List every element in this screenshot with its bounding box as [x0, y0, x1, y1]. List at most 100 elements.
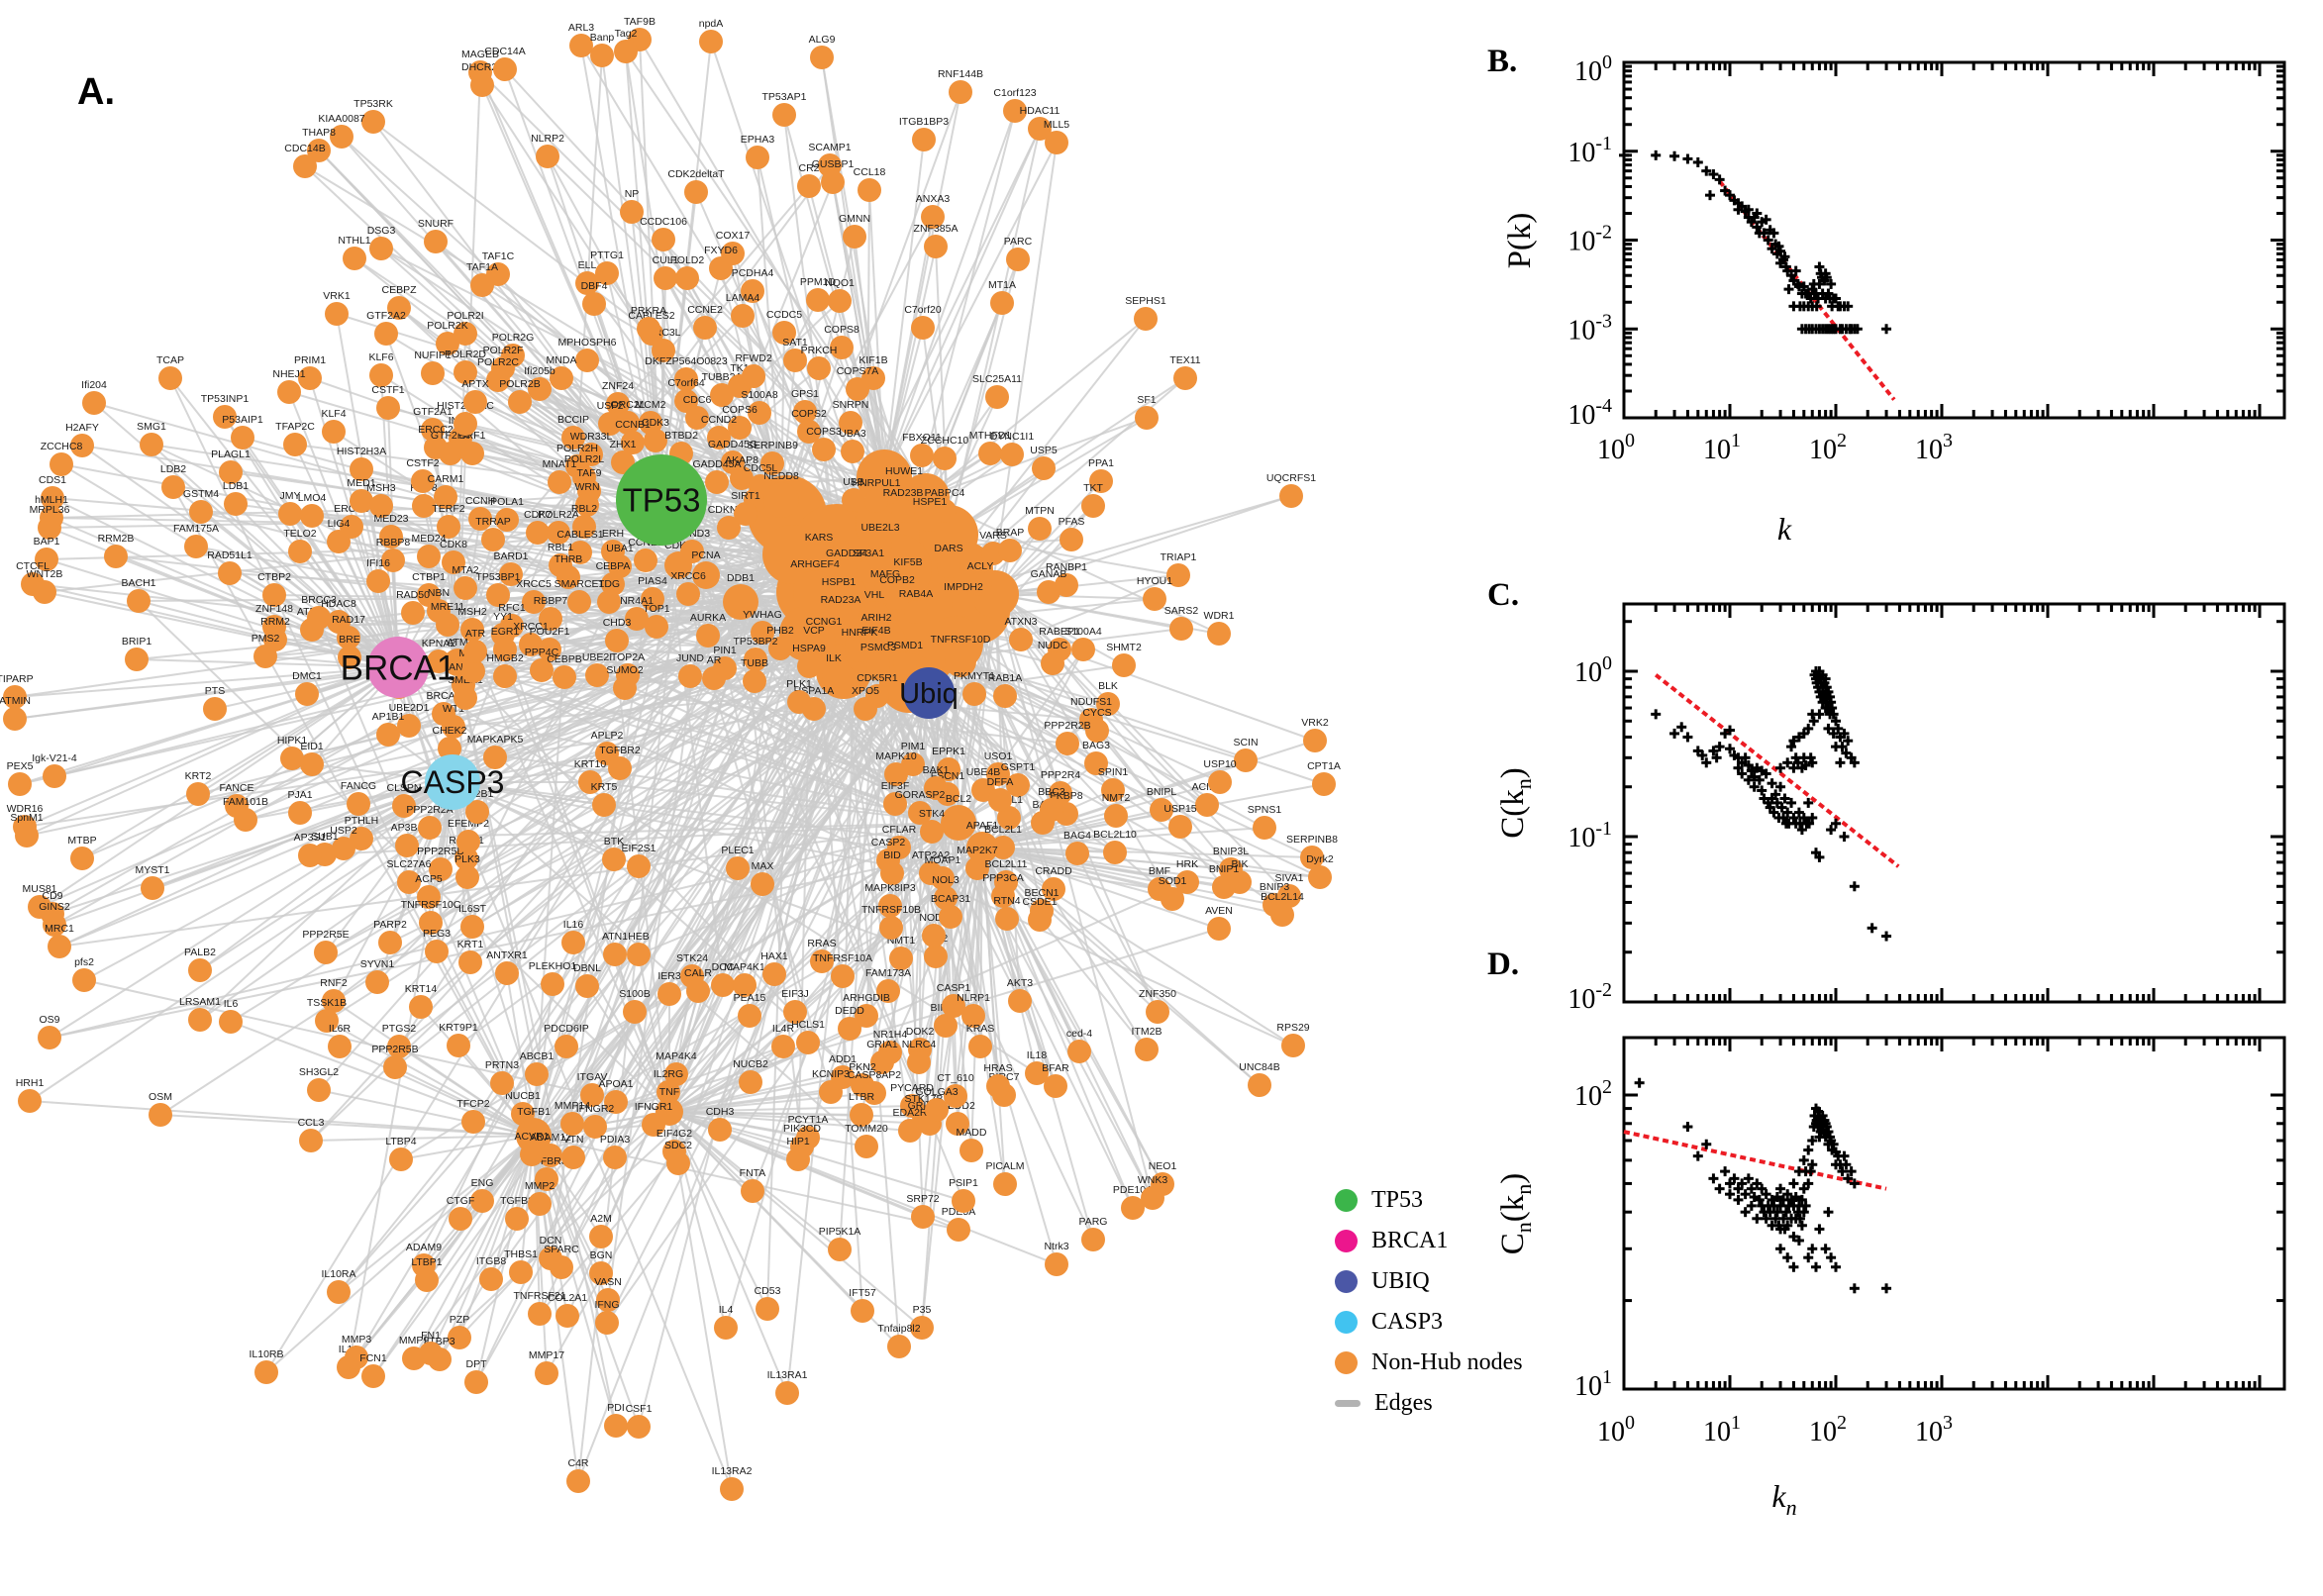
- network-node-label: pfs2: [74, 956, 94, 968]
- network-node: [1006, 248, 1030, 271]
- network-node-label: MRPL36: [30, 504, 70, 516]
- network-node-label: UBB: [843, 476, 864, 488]
- network-node: [827, 588, 851, 612]
- network-node: [1003, 99, 1027, 123]
- legend-item-label: BRCA1: [1371, 1228, 1449, 1253]
- network-node: [188, 1008, 212, 1032]
- data-points: [1619, 150, 1892, 335]
- network-node: [592, 793, 616, 817]
- network-node: [295, 682, 319, 706]
- network-node-label: TP53RK: [354, 98, 393, 110]
- network-node: [892, 477, 916, 501]
- network-node: [536, 145, 559, 168]
- network-node: [843, 225, 866, 249]
- network-node: [82, 391, 106, 415]
- network-node-label: NMT2: [1102, 792, 1131, 804]
- network-node-label: GINS2: [39, 901, 70, 913]
- hub-nodes: TP53 BRCA1 Ubiq CASP3: [341, 454, 959, 810]
- network-node-label: DMC1: [292, 670, 322, 682]
- network-node-label: HIST2H3A: [337, 446, 386, 457]
- network-node: [858, 601, 890, 633]
- network-node-label: CABLES1: [556, 529, 603, 541]
- network-node: [1045, 1252, 1068, 1276]
- network-node-label: CFLAR: [882, 824, 917, 836]
- network-node: [1085, 719, 1109, 743]
- network-node: [528, 1302, 552, 1326]
- network-node-label: CDK7: [524, 509, 552, 521]
- network-node: [627, 1415, 651, 1439]
- network-node: [434, 485, 457, 509]
- network-node-label: PDI: [607, 1402, 625, 1414]
- axis-tick-label: 10-2: [1567, 222, 1612, 257]
- network-node: [1166, 563, 1190, 587]
- network-node-label: ENG: [471, 1177, 494, 1189]
- network-node-label: MADD: [957, 1127, 987, 1139]
- hub-node-ubiq: [903, 667, 955, 719]
- network-node-label: CCDC5: [766, 309, 802, 321]
- network-node-label: BNIPL: [1147, 786, 1177, 798]
- network-node-label: CRADD: [1035, 865, 1072, 877]
- network-node-label: PTTG1: [590, 249, 624, 261]
- network-node: [1084, 751, 1108, 775]
- hub-node-tp53: [616, 454, 707, 546]
- network-node: [1044, 1074, 1067, 1098]
- network-node: [1141, 1186, 1164, 1210]
- network-node: [702, 666, 726, 690]
- network-node: [585, 663, 609, 687]
- legend-item-tp53: TP53: [1335, 1180, 1592, 1221]
- network-node: [775, 1381, 799, 1405]
- network-node: [1104, 804, 1128, 828]
- network-node-label: ALG9: [809, 34, 836, 46]
- network-node: [988, 788, 1012, 812]
- network-node: [43, 913, 66, 937]
- network-node-label: YWHAG: [743, 609, 782, 621]
- network-node: [642, 1113, 665, 1137]
- network-node: [952, 593, 975, 617]
- network-node-label: NUCB1: [505, 1090, 541, 1102]
- network-node: [486, 368, 510, 392]
- network-node-label: PLEKHO1: [529, 960, 577, 972]
- network-node: [429, 857, 453, 881]
- network-node-label: ZNF24: [602, 380, 634, 392]
- network-node-label: NUDC: [1038, 640, 1068, 651]
- network-node-label: DKFZP564O0823: [645, 355, 728, 367]
- network-node-label: EIF2S1: [621, 843, 656, 854]
- network-node-label: AP3B1: [391, 822, 424, 834]
- network-node: [568, 541, 592, 564]
- network-node-label: ARL3: [568, 22, 594, 34]
- axis-tick-label: 10-1: [1567, 133, 1612, 168]
- network-node-label: COPS8: [824, 324, 859, 336]
- x-axis-title: kn: [1771, 1478, 1796, 1520]
- network-node-label: THRB: [555, 553, 583, 565]
- network-node-label: MRC1: [45, 923, 74, 935]
- network-node: [910, 444, 934, 467]
- network-node-label: BCL2L11: [984, 858, 1027, 870]
- network-node: [580, 1083, 604, 1107]
- network-node: [664, 1062, 688, 1086]
- network-node-label: C7orf64: [667, 377, 705, 389]
- network-node: [550, 366, 573, 390]
- network-node-label: LTBR: [849, 1091, 874, 1103]
- network-node-label: ATP2A2: [912, 849, 950, 861]
- network-node: [72, 968, 96, 992]
- network-node-label: MSH3: [366, 482, 395, 494]
- network-node-label: SUMO2: [606, 664, 644, 676]
- network-node-label: PLK1: [786, 678, 812, 690]
- network-node: [561, 1146, 585, 1169]
- network-node: [595, 1311, 619, 1335]
- network-node-label: ITGAV: [577, 1071, 608, 1083]
- network-node-label: BFAR: [1042, 1062, 1069, 1074]
- network-node: [616, 411, 640, 435]
- network-node-label: CTCFL: [16, 560, 50, 572]
- network-node-label: PPP2R5E: [302, 929, 349, 941]
- network-node: [338, 646, 361, 669]
- network-node: [908, 801, 932, 825]
- network-node-label: BRE: [339, 634, 360, 646]
- network-node-label: P53AIP1: [222, 414, 263, 426]
- network-node: [1081, 1228, 1105, 1251]
- network-node: [470, 273, 494, 297]
- network-node-label: RPS29: [1276, 1022, 1309, 1034]
- network-node-label: GSPT1: [1001, 761, 1036, 773]
- network-node: [541, 972, 564, 996]
- network-node-label: EIF3F: [881, 780, 910, 792]
